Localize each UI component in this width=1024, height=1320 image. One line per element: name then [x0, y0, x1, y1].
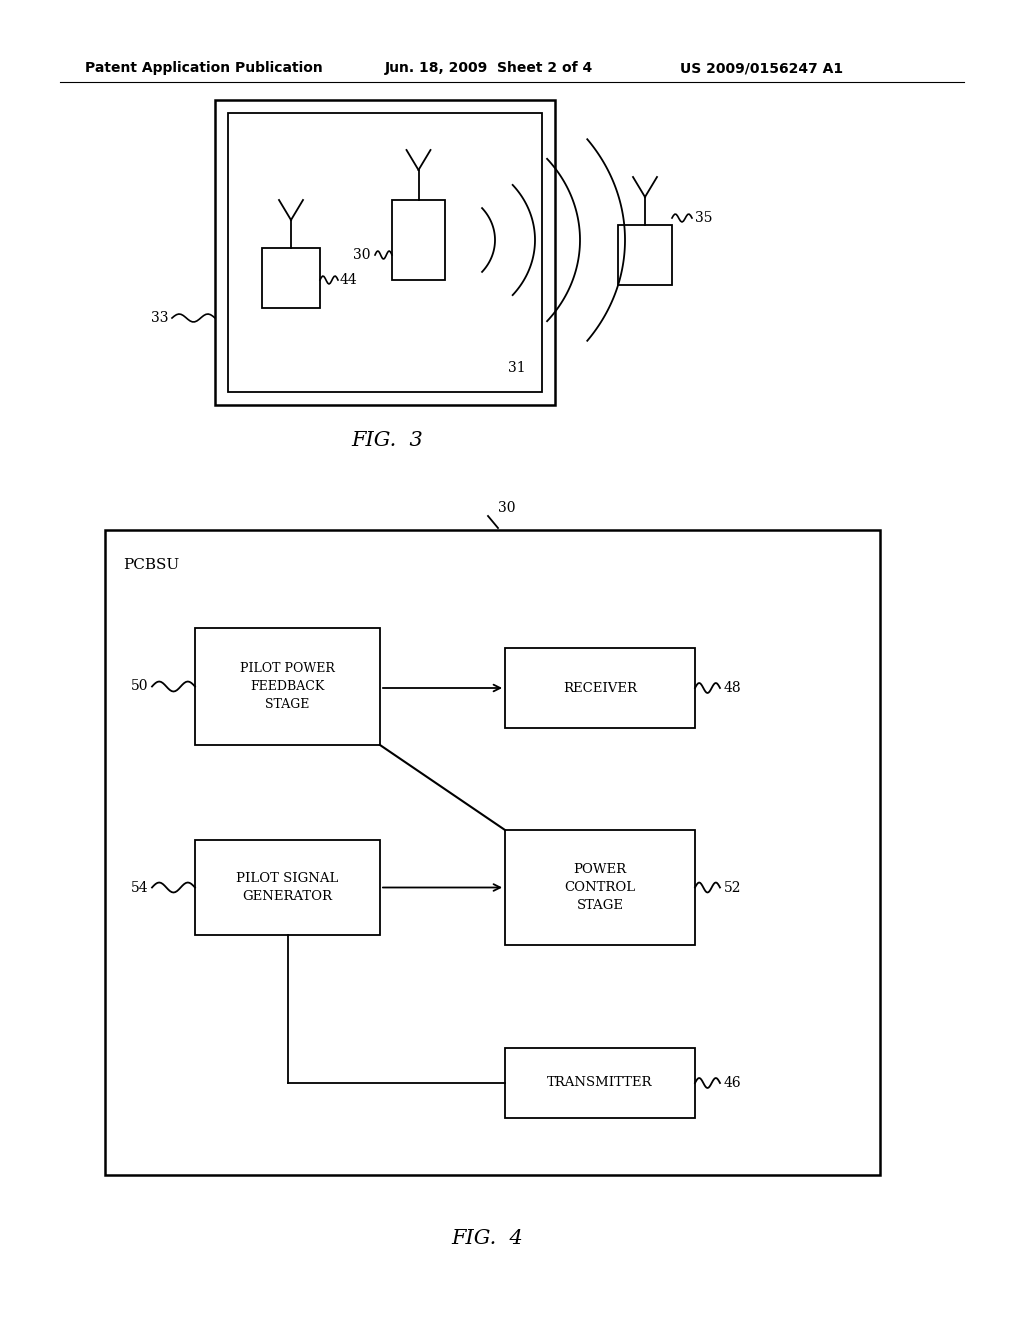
- Bar: [195, 840, 380, 935]
- Text: 48: 48: [724, 681, 741, 696]
- Text: 54: 54: [130, 880, 148, 895]
- Text: Patent Application Publication: Patent Application Publication: [85, 61, 323, 75]
- Text: PILOT POWER
FEEDBACK
STAGE: PILOT POWER FEEDBACK STAGE: [240, 663, 335, 711]
- Text: PCBSU: PCBSU: [123, 558, 179, 572]
- Bar: [195, 628, 380, 744]
- Text: RECEIVER: RECEIVER: [563, 681, 637, 694]
- Bar: [618, 224, 672, 285]
- Bar: [262, 248, 319, 308]
- Text: 33: 33: [151, 312, 168, 325]
- Text: Jun. 18, 2009  Sheet 2 of 4: Jun. 18, 2009 Sheet 2 of 4: [385, 61, 593, 75]
- Bar: [392, 201, 445, 280]
- Text: 50: 50: [130, 680, 148, 693]
- Text: TRANSMITTER: TRANSMITTER: [547, 1077, 652, 1089]
- Text: 30: 30: [498, 502, 515, 515]
- Bar: [505, 1048, 695, 1118]
- Text: FIG.  3: FIG. 3: [351, 430, 423, 450]
- Bar: [505, 648, 695, 729]
- Text: POWER
CONTROL
STAGE: POWER CONTROL STAGE: [564, 863, 636, 912]
- Text: 35: 35: [695, 211, 713, 224]
- Text: 30: 30: [352, 248, 370, 261]
- Text: US 2009/0156247 A1: US 2009/0156247 A1: [680, 61, 843, 75]
- Bar: [215, 100, 555, 405]
- Text: 46: 46: [724, 1076, 741, 1090]
- Text: PILOT SIGNAL
GENERATOR: PILOT SIGNAL GENERATOR: [237, 873, 339, 903]
- Bar: [228, 114, 542, 392]
- Text: 31: 31: [508, 360, 525, 375]
- Text: FIG.  4: FIG. 4: [452, 1229, 523, 1247]
- Bar: [105, 531, 880, 1175]
- Text: 44: 44: [340, 273, 357, 286]
- Text: 52: 52: [724, 880, 741, 895]
- Bar: [505, 830, 695, 945]
